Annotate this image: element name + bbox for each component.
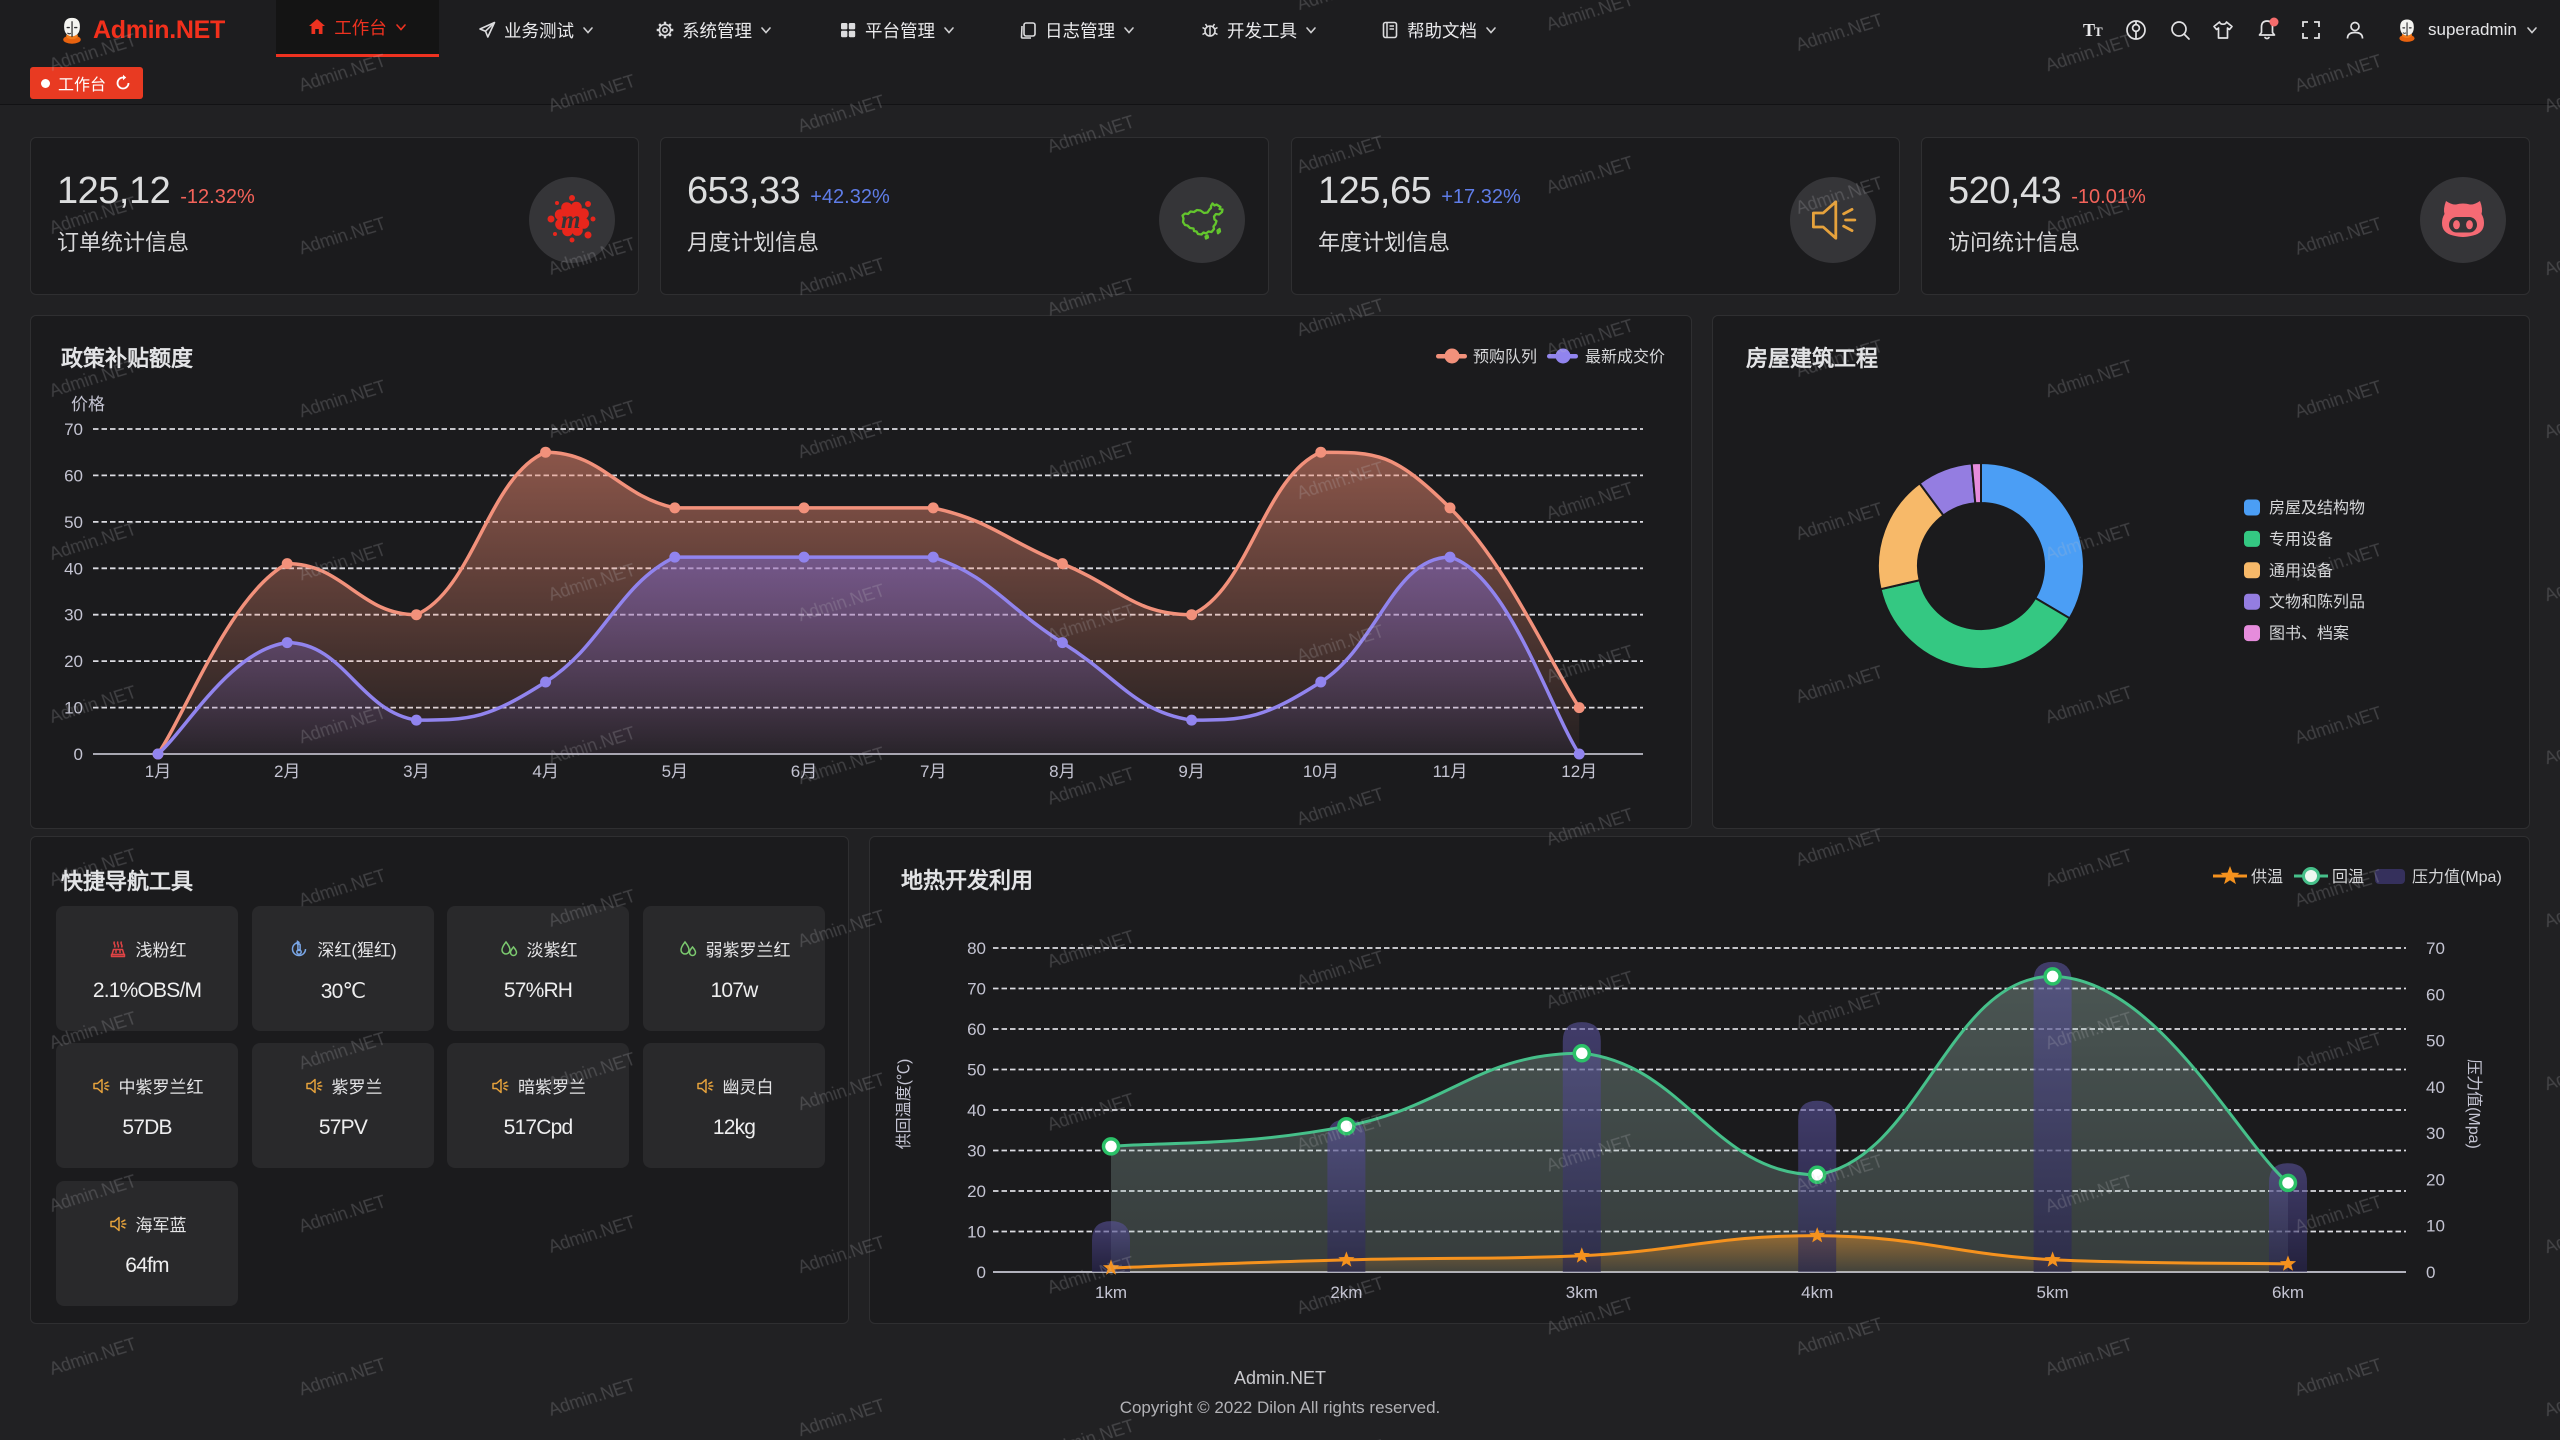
svg-text:专用设备: 专用设备 — [2269, 530, 2333, 548]
svg-text:1月: 1月 — [145, 762, 171, 781]
svg-text:10月: 10月 — [1303, 762, 1339, 781]
svg-text:6km: 6km — [2272, 1283, 2304, 1302]
svg-text:回温: 回温 — [2332, 868, 2364, 886]
svg-text:60: 60 — [967, 1020, 986, 1039]
svg-text:20: 20 — [2426, 1170, 2445, 1189]
svg-text:通用设备: 通用设备 — [2269, 562, 2333, 580]
svg-text:1km: 1km — [1095, 1283, 1127, 1302]
svg-text:80: 80 — [967, 939, 986, 958]
svg-text:50: 50 — [64, 513, 83, 532]
svg-text:6月: 6月 — [791, 762, 817, 781]
svg-text:12月: 12月 — [1561, 762, 1597, 781]
svg-text:供温: 供温 — [2251, 868, 2283, 886]
svg-text:房屋及结构物: 房屋及结构物 — [2269, 499, 2365, 517]
svg-text:40: 40 — [64, 559, 83, 578]
svg-text:40: 40 — [2426, 1078, 2445, 1097]
svg-text:40: 40 — [967, 1101, 986, 1120]
svg-text:30: 30 — [967, 1142, 986, 1161]
svg-text:0: 0 — [74, 745, 83, 764]
svg-text:50: 50 — [967, 1061, 986, 1080]
svg-text:压力值(Mpa): 压力值(Mpa) — [2412, 868, 2502, 886]
svg-text:T: T — [2094, 24, 2103, 39]
svg-text:供回温度(℃): 供回温度(℃) — [895, 1059, 913, 1150]
svg-text:5月: 5月 — [662, 762, 688, 781]
svg-text:10: 10 — [967, 1223, 986, 1242]
svg-text:20: 20 — [64, 652, 83, 671]
svg-text:30: 30 — [64, 606, 83, 625]
svg-text:8月: 8月 — [1049, 762, 1075, 781]
svg-text:m: m — [561, 207, 580, 234]
svg-text:2月: 2月 — [274, 762, 300, 781]
svg-text:地热开发利用: 地热开发利用 — [901, 868, 1033, 893]
svg-text:5km: 5km — [2037, 1283, 2069, 1302]
svg-text:政策补贴额度: 政策补贴额度 — [61, 346, 194, 371]
svg-text:4月: 4月 — [532, 762, 558, 781]
svg-text:3月: 3月 — [403, 762, 429, 781]
svg-text:60: 60 — [64, 466, 83, 485]
svg-text:最新成交价: 最新成交价 — [1585, 348, 1665, 366]
svg-text:0: 0 — [977, 1263, 986, 1282]
svg-text:10: 10 — [2426, 1217, 2445, 1236]
svg-text:11月: 11月 — [1433, 762, 1468, 781]
svg-text:50: 50 — [2426, 1032, 2445, 1051]
svg-text:3km: 3km — [1566, 1283, 1598, 1302]
svg-text:30: 30 — [2426, 1124, 2445, 1143]
svg-text:图书、档案: 图书、档案 — [2269, 625, 2349, 643]
svg-text:2km: 2km — [1330, 1283, 1362, 1302]
svg-text:70: 70 — [967, 980, 986, 999]
svg-text:70: 70 — [2426, 939, 2445, 958]
svg-text:20: 20 — [967, 1182, 986, 1201]
svg-text:预购队列: 预购队列 — [1473, 348, 1537, 366]
svg-text:7月: 7月 — [920, 762, 946, 781]
svg-text:70: 70 — [64, 420, 83, 439]
svg-text:9月: 9月 — [1178, 762, 1204, 781]
svg-text:60: 60 — [2426, 985, 2445, 1004]
svg-text:10: 10 — [64, 699, 83, 718]
svg-text:房屋建筑工程: 房屋建筑工程 — [1746, 346, 1878, 371]
svg-text:压力值(Mpa): 压力值(Mpa) — [2465, 1059, 2483, 1149]
svg-text:4km: 4km — [1801, 1283, 1833, 1302]
svg-text:价格: 价格 — [71, 395, 105, 414]
svg-text:0: 0 — [2426, 1263, 2435, 1282]
svg-text:文物和陈列品: 文物和陈列品 — [2269, 593, 2365, 611]
